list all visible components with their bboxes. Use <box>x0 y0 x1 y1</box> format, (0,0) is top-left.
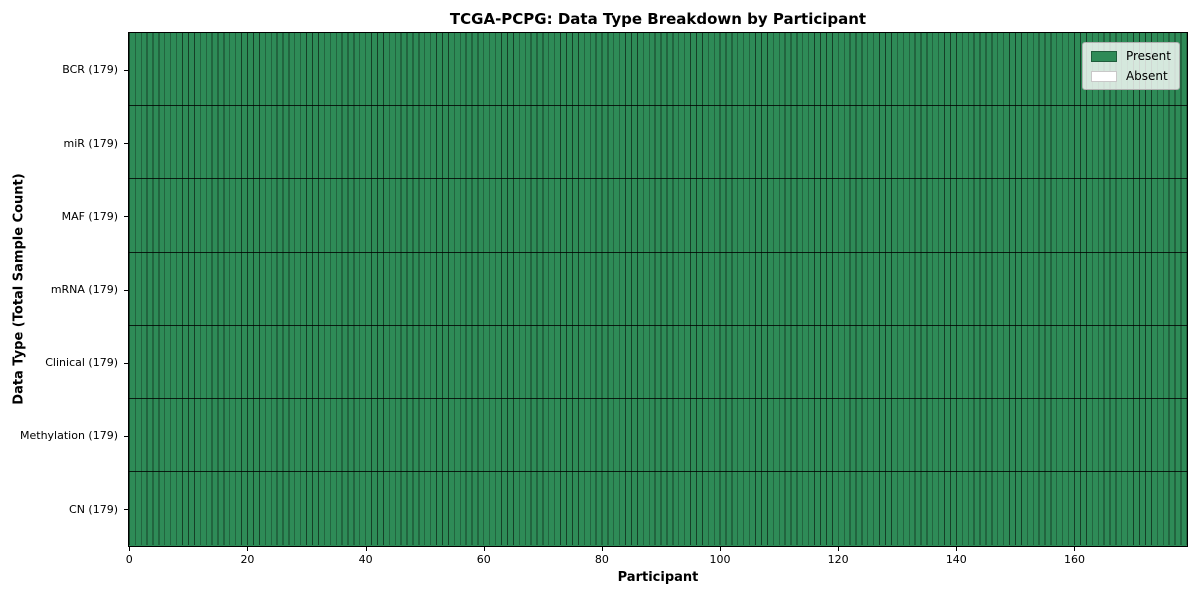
x-tick-mark <box>365 547 367 551</box>
y-tick-mark <box>124 69 128 71</box>
x-tick-mark <box>601 547 603 551</box>
x-tick-label: 100 <box>709 553 731 566</box>
y-tick-label: mRNA (179) <box>50 283 118 296</box>
chart-title: TCGA-PCPG: Data Type Breakdown by Partic… <box>449 10 867 28</box>
x-tick-label: 0 <box>125 553 133 566</box>
legend-item-absent: Absent <box>1090 69 1171 83</box>
y-tick-label: MAF (179) <box>61 209 118 223</box>
legend-label-present: Present <box>1125 49 1171 63</box>
x-tick-label: 60 <box>476 553 491 566</box>
x-tick-mark <box>1074 547 1076 551</box>
absent-swatch-icon <box>1090 70 1117 82</box>
x-tick-label: 160 <box>1063 553 1085 566</box>
legend-label-absent: Absent <box>1125 69 1168 83</box>
legend: Present Absent <box>1081 42 1180 90</box>
y-tick-label: CN (179) <box>69 502 118 516</box>
y-tick-mark <box>124 509 128 511</box>
x-tick-mark <box>838 547 840 551</box>
heatmap-row <box>129 252 1187 326</box>
y-tick-mark <box>124 143 128 145</box>
heatmap-row <box>129 179 1187 253</box>
x-tick-mark <box>720 547 722 551</box>
heatmap-row <box>129 33 1187 107</box>
y-tick-label: miR (179) <box>63 136 119 150</box>
x-tick-mark <box>483 547 485 551</box>
y-tick-mark <box>124 216 128 218</box>
x-tick-label: 80 <box>594 553 609 566</box>
x-tick-mark <box>129 547 131 551</box>
x-tick-mark <box>956 547 958 551</box>
y-tick-mark <box>124 289 128 291</box>
y-tick-label: Clinical (179) <box>45 356 118 370</box>
y-tick-mark <box>124 435 128 437</box>
x-tick-label: 20 <box>240 553 255 566</box>
heatmap-plot-area: Present Absent <box>128 32 1188 547</box>
y-tick-label: BCR (179) <box>62 63 118 77</box>
x-tick-label: 140 <box>945 553 967 566</box>
heatmap-row <box>129 399 1187 473</box>
legend-item-present: Present <box>1090 49 1171 63</box>
y-tick-label: Methylation (179) <box>20 429 118 443</box>
present-swatch-icon <box>1090 50 1117 62</box>
x-tick-mark <box>247 547 249 551</box>
x-axis-label: Participant <box>617 570 699 585</box>
heatmap-row <box>129 472 1187 546</box>
y-tick-mark <box>124 362 128 364</box>
heatmap-row <box>129 325 1187 399</box>
heatmap-row <box>129 106 1187 180</box>
x-tick-label: 40 <box>358 553 373 566</box>
x-tick-label: 120 <box>827 553 849 566</box>
